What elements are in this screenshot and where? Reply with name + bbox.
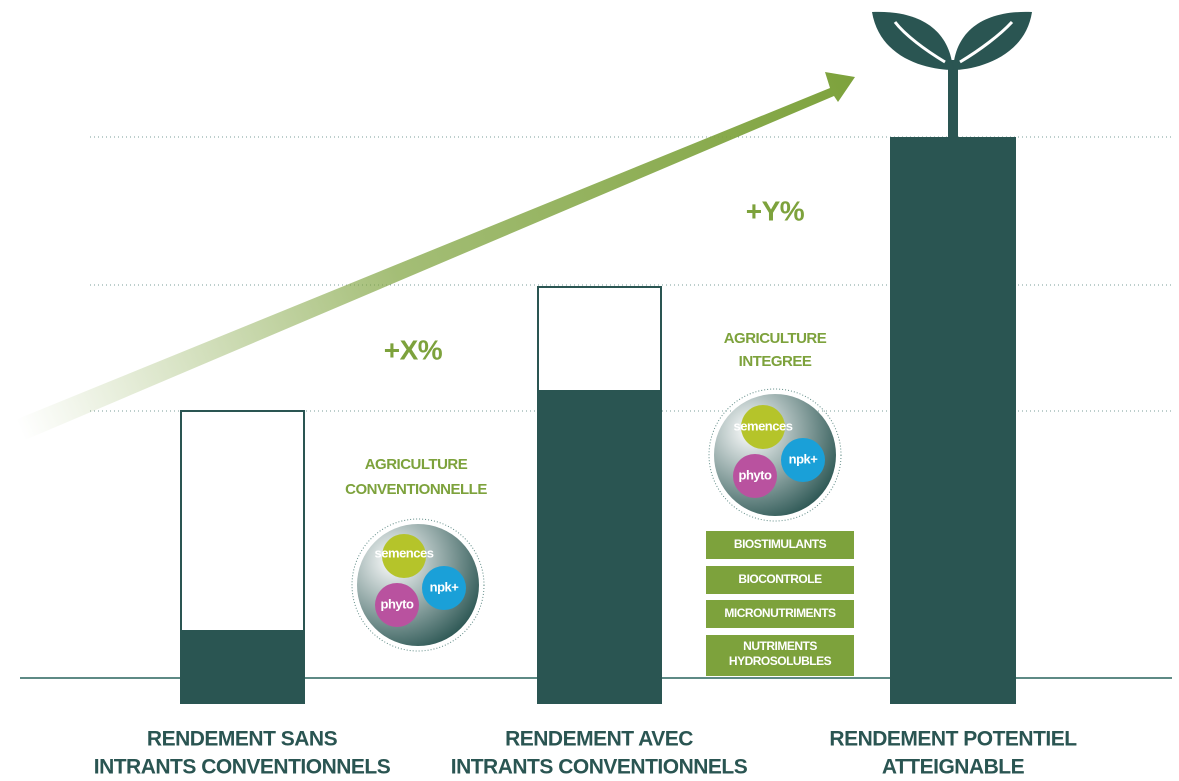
product-label: BIOSTIMULANTS: [734, 537, 827, 551]
input-label: phyto: [381, 596, 414, 611]
input-dot: [781, 438, 825, 482]
orb-ring: [351, 518, 485, 652]
bar-label: RENDEMENT SANS: [147, 728, 338, 751]
bar-fill: [180, 630, 305, 704]
input-dot: [733, 454, 777, 498]
product-label: HYDROSOLUBLES: [729, 654, 832, 668]
practice-title: AGRICULTURE: [724, 330, 827, 347]
input-label: semences: [734, 418, 793, 433]
product-box: [706, 531, 854, 559]
plant-icon: [872, 11, 1032, 138]
product-box: [706, 635, 854, 676]
bar-label: INTRANTS CONVENTIONNELS: [451, 756, 748, 779]
bar-fill: [890, 137, 1016, 704]
practice-title: AGRICULTURE: [365, 456, 468, 473]
bar-label: ATTEIGNABLE: [882, 756, 1025, 779]
practice-title: CONVENTIONNELLE: [345, 481, 487, 498]
bar-label: RENDEMENT POTENTIEL: [829, 728, 1077, 751]
input-label: npk+: [430, 579, 460, 594]
input-dot: [375, 583, 419, 627]
orb-ring: [708, 388, 842, 522]
gain-label: +X%: [384, 334, 443, 365]
product-box: [706, 566, 854, 594]
gain-label: +Y%: [746, 195, 805, 226]
bar-label: INTRANTS CONVENTIONNELS: [94, 756, 391, 779]
practice-title: INTEGREE: [739, 353, 812, 370]
input-label: semences: [375, 545, 434, 560]
product-list: BIOSTIMULANTS BIOCONTROLE MICRONUTRIMENT…: [706, 531, 854, 676]
product-label: NUTRIMENTS: [743, 639, 817, 653]
input-dot: [382, 534, 426, 578]
product-box: [706, 600, 854, 628]
bar-label: RENDEMENT AVEC: [505, 728, 693, 751]
product-label: BIOCONTROLE: [738, 572, 822, 586]
input-dot: [422, 566, 466, 610]
product-label: MICRONUTRIMENTS: [724, 606, 836, 620]
growth-arrow: [15, 72, 855, 440]
input-dot: [741, 405, 785, 449]
bar-fill: [537, 390, 662, 704]
input-label: phyto: [739, 467, 772, 482]
input-label: npk+: [789, 451, 819, 466]
